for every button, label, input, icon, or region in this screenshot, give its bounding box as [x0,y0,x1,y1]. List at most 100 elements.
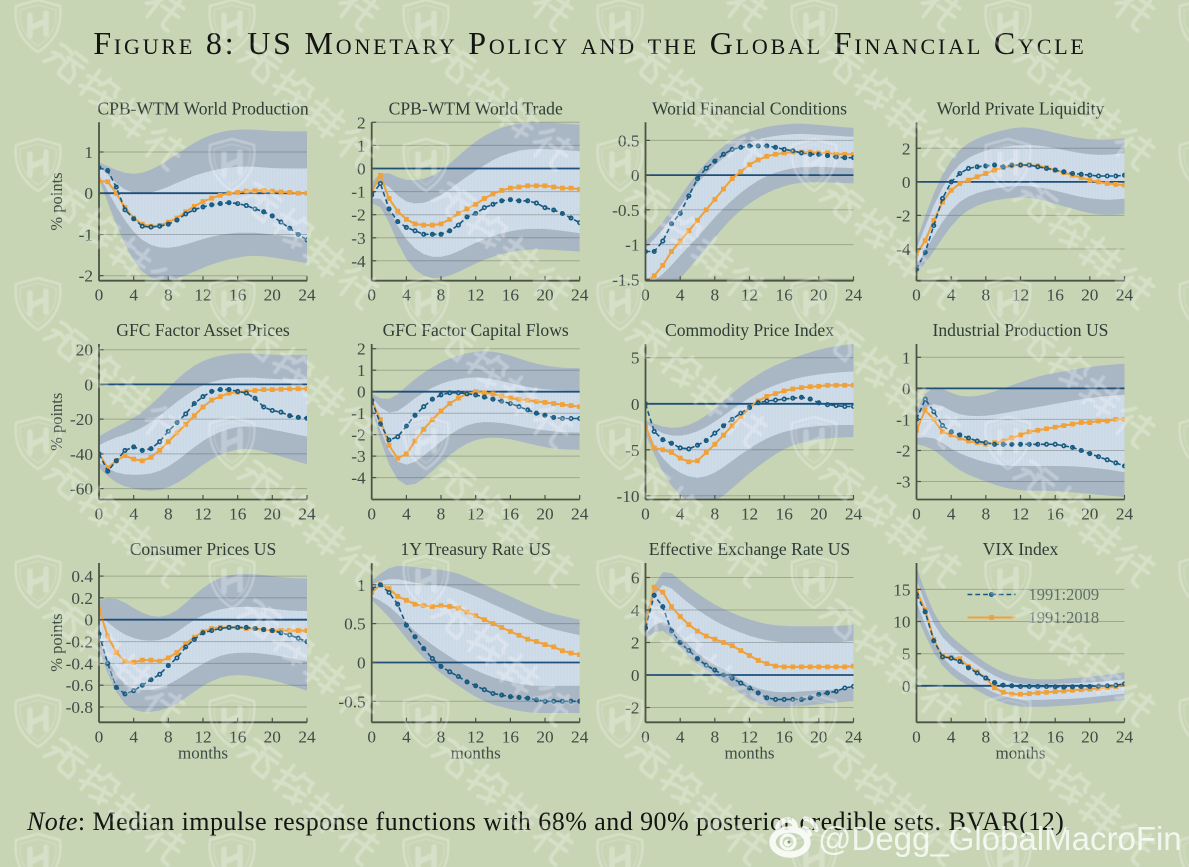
svg-text:CPB-WTM World Trade: CPB-WTM World Trade [389,98,563,118]
svg-text:0.5: 0.5 [344,615,366,634]
svg-text:0: 0 [641,727,650,746]
svg-text:0: 0 [641,505,650,524]
svg-text:16: 16 [502,286,520,305]
svg-text:-4: -4 [351,469,366,488]
svg-text:12: 12 [741,727,758,746]
svg-text:1: 1 [902,348,911,367]
svg-text:-0.5: -0.5 [612,201,639,220]
svg-text:-0.4: -0.4 [66,654,94,673]
svg-text:1991:2018: 1991:2018 [1029,608,1100,627]
svg-text:0: 0 [367,505,376,524]
svg-text:12: 12 [467,727,484,746]
svg-text:20: 20 [536,727,553,746]
svg-text:20: 20 [1081,286,1098,305]
svg-text:-1: -1 [351,183,365,202]
svg-text:12: 12 [467,286,484,305]
svg-text:Consumer Prices US: Consumer Prices US [130,539,277,559]
svg-text:4: 4 [676,727,685,746]
svg-text:months: months [724,743,774,762]
svg-text:8: 8 [437,727,446,746]
svg-text:-1: -1 [625,236,639,255]
svg-text:World Financial Conditions: World Financial Conditions [652,98,847,118]
svg-text:8: 8 [981,505,990,524]
svg-text:24: 24 [298,727,316,746]
svg-text:12: 12 [194,286,211,305]
svg-text:0.2: 0.2 [71,589,93,608]
svg-text:@Degg_GlobalMacroFin: @Degg_GlobalMacroFin [818,820,1182,857]
svg-text:4: 4 [676,286,685,305]
svg-text:-3: -3 [896,473,910,492]
svg-text:0: 0 [95,727,104,746]
svg-text:2: 2 [357,113,366,132]
svg-text:0: 0 [631,395,640,414]
svg-text:20: 20 [264,727,281,746]
svg-text:16: 16 [502,727,520,746]
svg-text:0: 0 [95,286,104,305]
svg-text:1: 1 [84,143,93,162]
svg-text:0: 0 [902,379,911,398]
svg-text:Industrial Production US: Industrial Production US [933,320,1109,340]
svg-text:-2: -2 [351,206,365,225]
svg-text:16: 16 [1047,286,1065,305]
svg-text:0: 0 [84,611,93,630]
svg-text:months: months [178,743,228,762]
svg-text:24: 24 [298,286,316,305]
svg-text:4: 4 [402,286,411,305]
svg-text:16: 16 [229,505,247,524]
svg-text:8: 8 [710,286,719,305]
svg-text:8: 8 [710,727,719,746]
svg-text:8: 8 [710,505,719,524]
svg-text:VIX Index: VIX Index [983,539,1059,559]
svg-text:4: 4 [402,505,411,524]
svg-text:0: 0 [631,666,640,685]
svg-text:4: 4 [947,727,956,746]
svg-text:Commodity Price Index: Commodity Price Index [665,320,834,340]
svg-text:6: 6 [631,569,640,588]
svg-text:16: 16 [776,286,794,305]
svg-text:-40: -40 [70,445,93,464]
svg-text:0: 0 [95,505,104,524]
svg-text:0: 0 [641,286,650,305]
svg-text:20: 20 [1081,727,1098,746]
svg-text:0: 0 [367,727,376,746]
svg-text:-3: -3 [351,447,365,466]
svg-text:1: 1 [357,361,366,380]
svg-text:% points: % points [47,613,66,671]
svg-text:4: 4 [129,727,138,746]
svg-text:2: 2 [902,139,911,158]
svg-text:-2: -2 [896,442,910,461]
svg-text:4: 4 [402,727,411,746]
svg-text:8: 8 [981,727,990,746]
svg-text:16: 16 [776,505,794,524]
svg-text:-3: -3 [351,229,365,248]
svg-text:20: 20 [810,505,827,524]
svg-text:0: 0 [912,505,921,524]
svg-text:4: 4 [947,505,956,524]
svg-text:12: 12 [741,505,758,524]
svg-text:12: 12 [194,505,211,524]
svg-text:16: 16 [776,727,794,746]
svg-text:-10: -10 [616,487,639,506]
svg-text:0: 0 [84,375,93,394]
svg-text:20: 20 [536,505,553,524]
svg-text:CPB-WTM World Production: CPB-WTM World Production [97,98,309,118]
svg-text:4: 4 [676,505,685,524]
svg-text:1: 1 [357,136,366,155]
svg-text:2: 2 [357,340,366,359]
svg-text:0: 0 [912,727,921,746]
svg-text:24: 24 [571,505,589,524]
svg-text:-0.6: -0.6 [66,676,94,695]
svg-text:20: 20 [264,286,281,305]
svg-text:12: 12 [194,727,211,746]
svg-text:5: 5 [902,645,911,664]
svg-text:24: 24 [845,286,863,305]
svg-text:15: 15 [893,580,910,599]
svg-text:0: 0 [357,383,366,402]
svg-text:1991:2009: 1991:2009 [1029,585,1100,604]
svg-text:4: 4 [129,505,138,524]
svg-text:0: 0 [84,184,93,203]
svg-text:24: 24 [1116,727,1134,746]
svg-text:10: 10 [893,613,910,632]
svg-text:-0.8: -0.8 [66,698,93,717]
svg-text:24: 24 [1116,505,1134,524]
